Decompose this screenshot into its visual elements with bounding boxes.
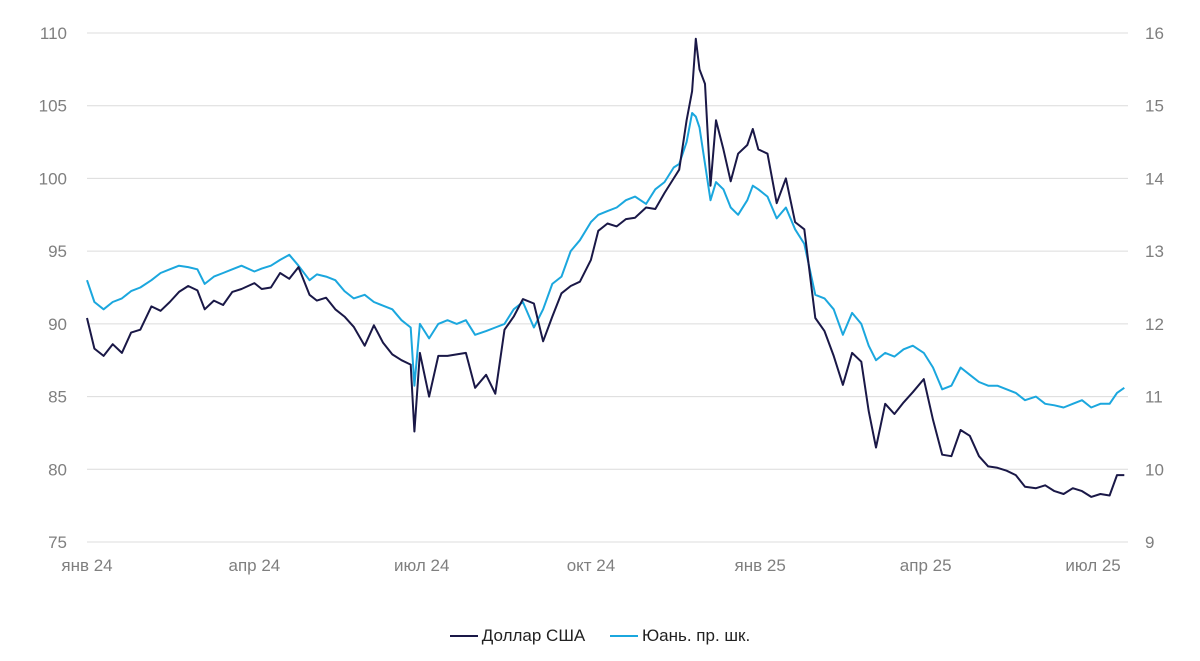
legend-label-cny: Юань. пр. шк. [641, 626, 751, 645]
right-tick-label: 10 [1145, 460, 1164, 479]
x-tick-label: окт 24 [567, 556, 616, 575]
left-tick-label: 105 [39, 97, 67, 116]
x-tick-label: апр 25 [900, 556, 952, 575]
legend-item-usd: Доллар США [449, 626, 586, 646]
x-tick-label: янв 25 [735, 556, 786, 575]
right-tick-label: 13 [1145, 242, 1164, 261]
x-tick-label: апр 24 [228, 556, 280, 575]
right-tick-label: 16 [1145, 24, 1164, 43]
left-tick-label: 90 [48, 315, 67, 334]
legend-label-usd: Доллар США [481, 626, 586, 645]
left-tick-label: 75 [48, 533, 67, 552]
series-line-usd [86, 37, 1125, 498]
left-tick-label: 110 [40, 24, 67, 43]
x-tick-label: июл 24 [394, 556, 449, 575]
legend-swatch-usd [449, 635, 478, 637]
series-lines [86, 37, 1125, 498]
left-tick-label: 95 [48, 242, 67, 261]
gridlines [87, 32, 1128, 543]
left-tick-label: 85 [48, 388, 67, 407]
left-tick-label: 80 [48, 460, 67, 479]
legend-swatch-cny [609, 635, 638, 637]
left-tick-label: 100 [39, 169, 67, 188]
right-tick-label: 9 [1145, 533, 1154, 552]
series-line-cny [86, 112, 1125, 409]
x-tick-label: янв 24 [61, 556, 112, 575]
right-tick-label: 15 [1145, 97, 1164, 116]
right-axis-ticks: 9 10 11 12 13 14 15 16 [1145, 24, 1164, 552]
right-tick-label: 12 [1145, 315, 1164, 334]
right-tick-label: 11 [1145, 388, 1163, 407]
legend-item-cny: Юань. пр. шк. [609, 626, 751, 646]
x-tick-label: июл 25 [1065, 556, 1120, 575]
x-axis-ticks: янв 24 апр 24 июл 24 окт 24 янв 25 апр 25 июл … [61, 556, 1120, 575]
left-axis-ticks: 75 80 85 90 95 100 105 110 [39, 24, 67, 552]
legend: Доллар США Юань. пр. шк. [0, 622, 1200, 646]
right-tick-label: 14 [1145, 169, 1164, 188]
